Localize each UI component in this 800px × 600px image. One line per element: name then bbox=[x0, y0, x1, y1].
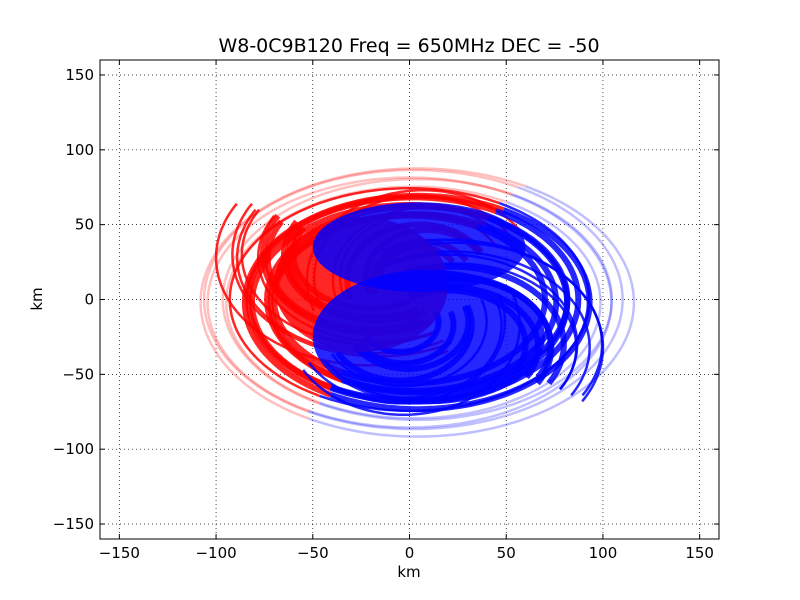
uv-arc bbox=[221, 177, 515, 405]
x-tick-label: 150 bbox=[685, 544, 714, 562]
y-tick-label: 150 bbox=[65, 66, 94, 84]
x-tick-label: 0 bbox=[405, 544, 415, 562]
uv-arc bbox=[308, 186, 624, 431]
chart-title: W8-0C9B120 Freq = 650MHz DEC = -50 bbox=[218, 35, 599, 57]
x-tick-label: −50 bbox=[297, 544, 329, 562]
uv-arc bbox=[225, 185, 508, 404]
uv-arc bbox=[199, 167, 526, 420]
uv-arc bbox=[228, 186, 500, 398]
y-axis-label: km bbox=[28, 287, 46, 310]
y-tick-label: 100 bbox=[65, 141, 94, 159]
x-tick-label: 100 bbox=[589, 544, 618, 562]
uv-arc bbox=[319, 194, 613, 422]
y-tick-label: −50 bbox=[62, 365, 94, 383]
uv-arc bbox=[308, 193, 613, 429]
axis-ticks: −150 −100 −50 0 50 100 150 −150 −100 −50 0 50 100 150 bbox=[53, 60, 719, 562]
uv-arc bbox=[308, 185, 636, 438]
x-tick-label: −100 bbox=[195, 544, 236, 562]
uv-core-density bbox=[312, 202, 526, 293]
y-tick-label: −100 bbox=[53, 440, 94, 458]
y-tick-label: 0 bbox=[84, 291, 94, 309]
uv-arc bbox=[330, 207, 593, 413]
plot-marks bbox=[199, 167, 636, 438]
y-tick-label: 50 bbox=[75, 216, 94, 234]
uv-arc bbox=[202, 168, 519, 413]
x-tick-label: −150 bbox=[99, 544, 140, 562]
x-tick-label: 50 bbox=[497, 544, 516, 562]
uv-core-density bbox=[312, 269, 545, 405]
x-axis-label: km bbox=[397, 563, 420, 581]
y-tick-label: −150 bbox=[53, 515, 94, 533]
